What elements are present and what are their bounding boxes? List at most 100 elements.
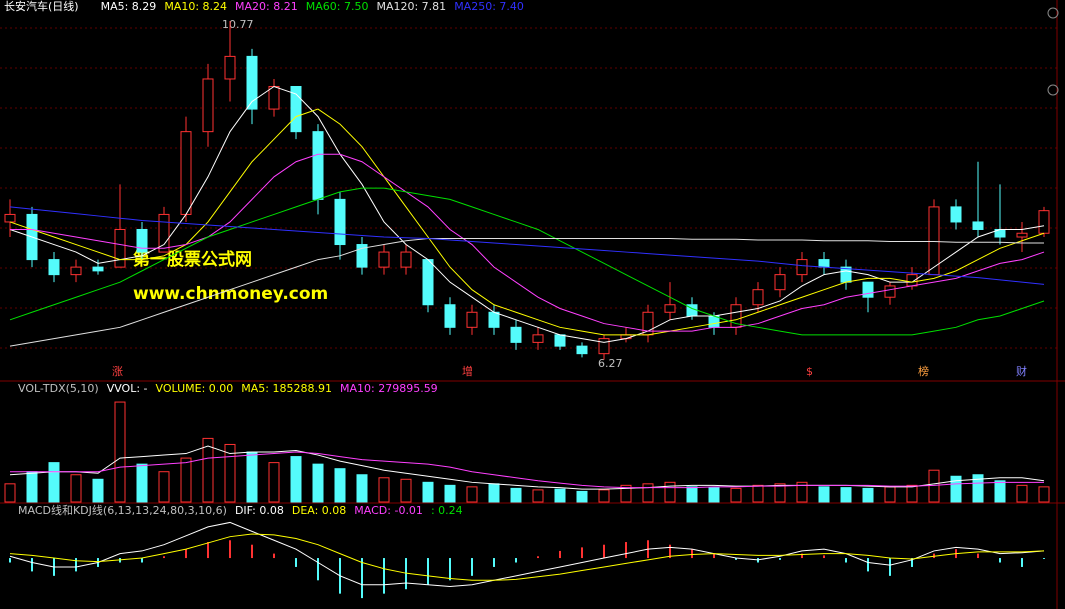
indicator-label: MA20: 8.21 [235, 0, 298, 13]
volume-bar [598, 489, 610, 503]
indicator-label: VVOL: - [107, 382, 148, 395]
watermark: 第一股票公式网 [133, 249, 252, 270]
watermark: www.chnmoney.com [133, 284, 328, 304]
candle-body [818, 259, 830, 268]
candle-body [180, 131, 192, 215]
candle-body [576, 345, 588, 355]
volume-bar [906, 484, 918, 503]
candle-body [444, 304, 456, 328]
candle-body [356, 244, 368, 268]
volume-bar [356, 474, 368, 503]
candle-body [136, 228, 148, 253]
panel-icon[interactable] [1047, 84, 1059, 96]
candle-body [334, 198, 346, 246]
volume-bar [576, 490, 588, 503]
volume-bar [994, 480, 1006, 503]
candle-body [1038, 210, 1050, 234]
event-marker: 涨 [112, 365, 123, 378]
candle-body [224, 55, 236, 80]
volume-bar [708, 487, 720, 503]
indicator-label: MACD线和KDJ线(6,13,13,24,80,3,10,6) [18, 503, 227, 517]
indicator-line [9, 521, 1045, 588]
volume-bar [268, 462, 280, 503]
candle-body [290, 85, 302, 133]
volume-bar [642, 483, 654, 503]
candle-body [532, 334, 544, 343]
candle-body [664, 304, 676, 313]
candle-body [1016, 232, 1028, 238]
panel-icon[interactable] [1047, 7, 1059, 19]
volume-bar [4, 483, 16, 503]
candle-body [422, 259, 434, 306]
volume-bar [664, 481, 676, 503]
indicator-line [9, 108, 1045, 336]
volume-bar [312, 463, 324, 503]
candle-body [598, 338, 610, 355]
volume-bar [202, 437, 214, 503]
volume-bar [862, 487, 874, 503]
candle-body [554, 334, 566, 347]
volume-bar [488, 483, 500, 503]
volume-bar [290, 456, 302, 503]
volume-bar [158, 471, 170, 503]
indicator-label: MA250: 7.40 [454, 0, 524, 13]
volume-bar [26, 471, 38, 503]
volume-bar [422, 481, 434, 503]
indicator-label: MA5: 185288.91 [241, 382, 332, 395]
stock-title: 长安汽车(日线) [4, 0, 79, 13]
candle-body [48, 259, 60, 276]
event-marker: $ [806, 365, 813, 378]
candle-body [620, 334, 632, 340]
low-annotation: 6.27 [598, 357, 623, 370]
indicator-label: DEA: 0.08 [292, 504, 346, 517]
volume-bar [510, 487, 522, 503]
volume-bar [554, 488, 566, 503]
volume-bar [466, 486, 478, 503]
candle-body [312, 131, 324, 200]
indicator-label: MA5: 8.29 [101, 0, 157, 13]
volume-bar [136, 463, 148, 503]
indicator-line [10, 451, 1044, 489]
volume-bar [70, 474, 82, 503]
volume-bar [840, 487, 852, 503]
volume-bar [444, 484, 456, 503]
event-marker: 财 [1016, 364, 1027, 378]
volume-bar [774, 483, 786, 503]
indicator-label: VOL-TDX(5,10) [18, 382, 99, 395]
volume-bar [180, 457, 192, 503]
indicator-label: MACD: -0.01 [354, 504, 423, 517]
volume-bar [400, 478, 412, 503]
candle-body [202, 78, 214, 133]
volume-bar [532, 489, 544, 503]
indicator-label: : 0.24 [431, 504, 463, 517]
indicator-label: MA10: 8.24 [164, 0, 227, 13]
indicator-line [9, 206, 1045, 285]
candle-body [884, 285, 896, 298]
candle-body [4, 213, 16, 223]
volume-bar [1016, 484, 1028, 503]
volume-bar [972, 474, 984, 503]
indicator-line [9, 85, 1045, 343]
indicator-line [9, 187, 1045, 336]
candle-body [92, 266, 104, 272]
candle-body [950, 206, 962, 223]
indicator-label: MA120: 7.81 [376, 0, 446, 13]
indicator-label: VOLUME: 0.00 [156, 382, 234, 395]
candle-body [840, 266, 852, 283]
candle-body [972, 221, 984, 230]
candle-body [400, 251, 412, 268]
candle-body [158, 213, 170, 253]
indicator-line [9, 533, 1045, 581]
candle-body [752, 289, 764, 306]
candle-body [862, 281, 874, 298]
volume-bar [246, 451, 258, 503]
volume-bar [1038, 486, 1050, 503]
volume-bar [114, 401, 126, 503]
indicator-label: DIF: 0.08 [235, 504, 284, 517]
volume-bar [928, 469, 940, 503]
candle-body [114, 228, 126, 268]
candle-body [510, 326, 522, 343]
event-marker: 榜 [918, 364, 929, 378]
